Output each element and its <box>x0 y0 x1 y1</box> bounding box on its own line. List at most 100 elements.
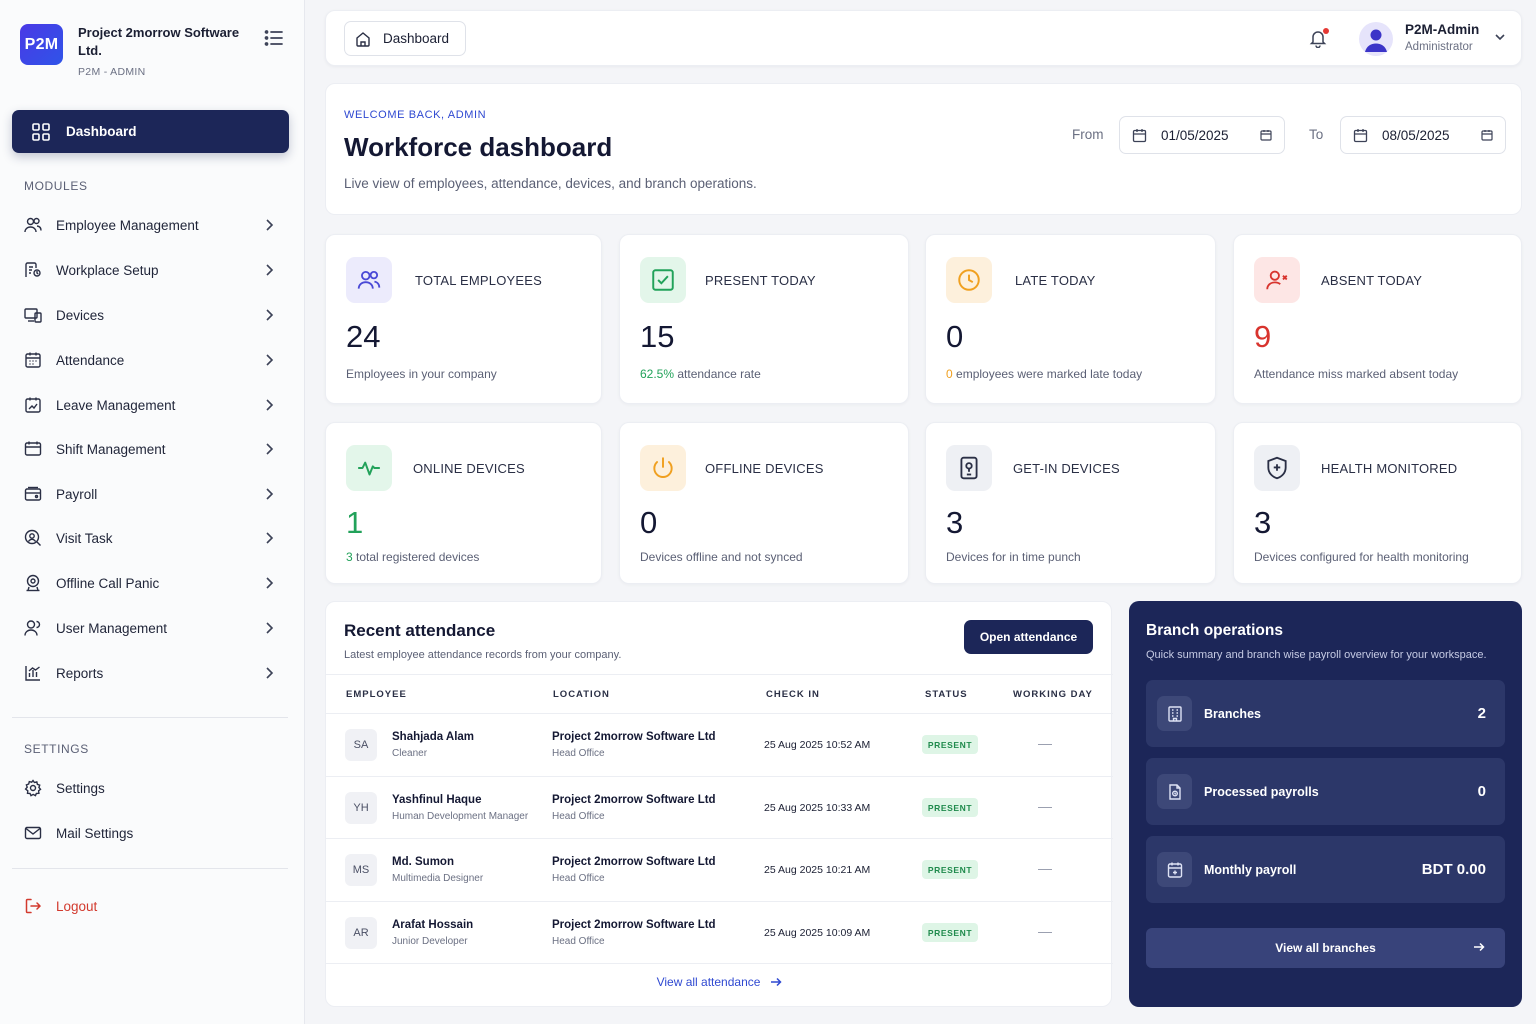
table-row[interactable]: MS Md. Sumon Multimedia Designer Project… <box>326 839 1113 901</box>
wallet-icon <box>24 485 42 503</box>
working-day-empty <box>1038 744 1052 745</box>
chevron-right-icon <box>264 531 274 545</box>
column-header[interactable]: WORKING DAY <box>1013 689 1093 700</box>
sidebar-item-label: Leave Management <box>56 397 176 413</box>
view-all-branches-label: View all branches <box>1275 941 1376 955</box>
logout-label: Logout <box>56 898 98 914</box>
column-header[interactable]: EMPLOYEE <box>346 689 407 700</box>
chevron-right-icon <box>264 263 274 277</box>
sidebar-item-label: Settings <box>56 780 105 796</box>
employee-name[interactable]: Shahjada Alam <box>392 731 475 743</box>
view-all-attendance-link[interactable]: View all attendance <box>326 975 1113 989</box>
column-header[interactable]: STATUS <box>925 689 968 700</box>
branch-title: Branch operations <box>1146 622 1283 639</box>
table-row[interactable]: SA Shahjada Alam Cleaner Project 2morrow… <box>326 714 1113 776</box>
chevron-down-icon[interactable] <box>1493 32 1507 42</box>
branch-stat-monthly-payroll[interactable]: Monthly payroll BDT 0.00 <box>1146 836 1505 903</box>
sidebar-item-mail-settings[interactable]: Mail Settings <box>24 818 278 848</box>
brand: P2M Project 2morrow Software Ltd. P2M - … <box>20 24 246 78</box>
stat-label: OFFLINE DEVICES <box>705 461 824 476</box>
sidebar-item-dashboard[interactable]: Dashboard <box>12 110 289 153</box>
column-header[interactable]: LOCATION <box>553 689 610 700</box>
column-header[interactable]: CHECK IN <box>766 689 820 700</box>
sidebar-item-visit-task[interactable]: Visit Task <box>24 523 278 553</box>
calendar-picker-icon[interactable] <box>1481 129 1493 141</box>
sidebar-item-reports[interactable]: Reports <box>24 658 278 688</box>
brand-logo[interactable]: P2M <box>20 24 63 65</box>
avatar[interactable] <box>1359 22 1393 56</box>
sidebar-item-label: Visit Task <box>56 530 113 546</box>
check-in-time: 25 Aug 2025 10:21 AM <box>764 864 871 876</box>
power-icon <box>640 445 686 491</box>
sidebar-item-payroll[interactable]: Payroll <box>24 479 278 509</box>
view-all-branches-button[interactable]: View all branches <box>1146 928 1505 968</box>
chevron-right-icon <box>264 666 274 680</box>
open-attendance-button[interactable]: Open attendance <box>964 620 1093 654</box>
stat-label: ABSENT TODAY <box>1321 273 1423 288</box>
sidebar-item-shift-management[interactable]: Shift Management <box>24 434 278 464</box>
leave-icon <box>24 396 42 414</box>
stat-value: 1 <box>346 505 364 540</box>
stat-card-offline-devices[interactable]: OFFLINE DEVICES 0 Devices offline and no… <box>619 422 909 584</box>
breadcrumb-label: Dashboard <box>383 31 450 46</box>
sidebar-item-leave-management[interactable]: Leave Management <box>24 390 278 420</box>
calendar-picker-icon[interactable] <box>1260 129 1272 141</box>
arrow-right-icon <box>760 977 782 987</box>
device-pin-icon <box>946 445 992 491</box>
stat-card-total-employees[interactable]: TOTAL EMPLOYEES 24 Employees in your com… <box>325 234 602 404</box>
sidebar-item-settings[interactable]: Settings <box>24 773 278 803</box>
chevron-right-icon <box>264 398 274 412</box>
avatar: YH <box>345 792 377 824</box>
to-date-field[interactable]: 08/05/2025 <box>1340 116 1506 154</box>
table-divider <box>326 901 1113 902</box>
stat-value: 15 <box>640 319 675 354</box>
stat-card-late-today[interactable]: LATE TODAY 0 0 employees were marked lat… <box>925 234 1216 404</box>
sidebar-item-offline-call-panic[interactable]: Offline Call Panic <box>24 568 278 598</box>
stat-card-health-monitored[interactable]: HEALTH MONITORED 3 Devices configured fo… <box>1233 422 1522 584</box>
stat-card-get-in-devices[interactable]: GET-IN DEVICES 3 Devices for in time pun… <box>925 422 1216 584</box>
company-role: P2M - ADMIN <box>78 66 146 78</box>
employee-name[interactable]: Arafat Hossain <box>392 919 474 931</box>
table-row[interactable]: AR Arafat Hossain Junior Developer Proje… <box>326 902 1113 964</box>
stat-value: 0 <box>946 319 964 354</box>
welcome-panel: WELCOME BACK, ADMIN Workforce dashboard … <box>325 83 1522 215</box>
branch-stat-label: Monthly payroll <box>1204 863 1297 877</box>
chart-icon <box>24 664 42 682</box>
location-branch: Head Office <box>552 748 605 759</box>
branch-stat-processed-payrolls[interactable]: Processed payrolls 0 <box>1146 758 1505 825</box>
stat-card-absent-today[interactable]: ABSENT TODAY 9 Attendance miss marked ab… <box>1233 234 1522 404</box>
stat-desc: Employees in your company <box>346 367 497 381</box>
from-date-field[interactable]: 01/05/2025 <box>1119 116 1285 154</box>
breadcrumb[interactable]: Dashboard <box>344 21 467 56</box>
home-icon <box>355 31 371 47</box>
stat-card-online-devices[interactable]: ONLINE DEVICES 1 3 total registered devi… <box>325 422 602 584</box>
sidebar-item-attendance[interactable]: Attendance <box>24 345 278 375</box>
sidebar-item-devices[interactable]: Devices <box>24 300 278 330</box>
sidebar-item-workplace-setup[interactable]: Workplace Setup <box>24 255 278 285</box>
sidebar-item-label: User Management <box>56 620 168 636</box>
table-divider <box>326 838 1113 839</box>
sidebar-item-label: Mail Settings <box>56 825 134 841</box>
branch-stat-value: 2 <box>1477 705 1486 722</box>
sidebar-item-employee-management[interactable]: Employee Management <box>24 210 278 240</box>
user-role: Administrator <box>1405 41 1473 53</box>
table-row[interactable]: YH Yashfinul Haque Human Development Man… <box>326 777 1113 839</box>
user-name[interactable]: P2M-Admin <box>1405 22 1480 37</box>
employee-name[interactable]: Md. Sumon <box>392 856 454 868</box>
location-name: Project 2morrow Software Ltd <box>552 856 716 868</box>
stat-card-present-today[interactable]: PRESENT TODAY 15 62.5% attendance rate <box>619 234 909 404</box>
topbar: Dashboard P2M-Admin Administrator <box>325 10 1522 66</box>
logout-button[interactable]: Logout <box>24 891 278 921</box>
menu-toggle-icon[interactable] <box>264 29 286 47</box>
stat-value: 3 <box>946 505 964 540</box>
employee-name[interactable]: Yashfinul Haque <box>392 794 482 806</box>
chevron-right-icon <box>264 576 274 590</box>
stat-value: 3 <box>1254 505 1272 540</box>
check-in-time: 25 Aug 2025 10:33 AM <box>764 802 871 814</box>
sidebar-item-user-management[interactable]: User Management <box>24 613 278 643</box>
stat-value: 24 <box>346 319 381 354</box>
recent-attendance-panel: Recent attendance Latest employee attend… <box>325 601 1113 1007</box>
branch-stat-branches[interactable]: Branches 2 <box>1146 680 1505 747</box>
notification-bell-icon[interactable] <box>1308 28 1328 48</box>
from-date-value: 01/05/2025 <box>1161 127 1229 143</box>
